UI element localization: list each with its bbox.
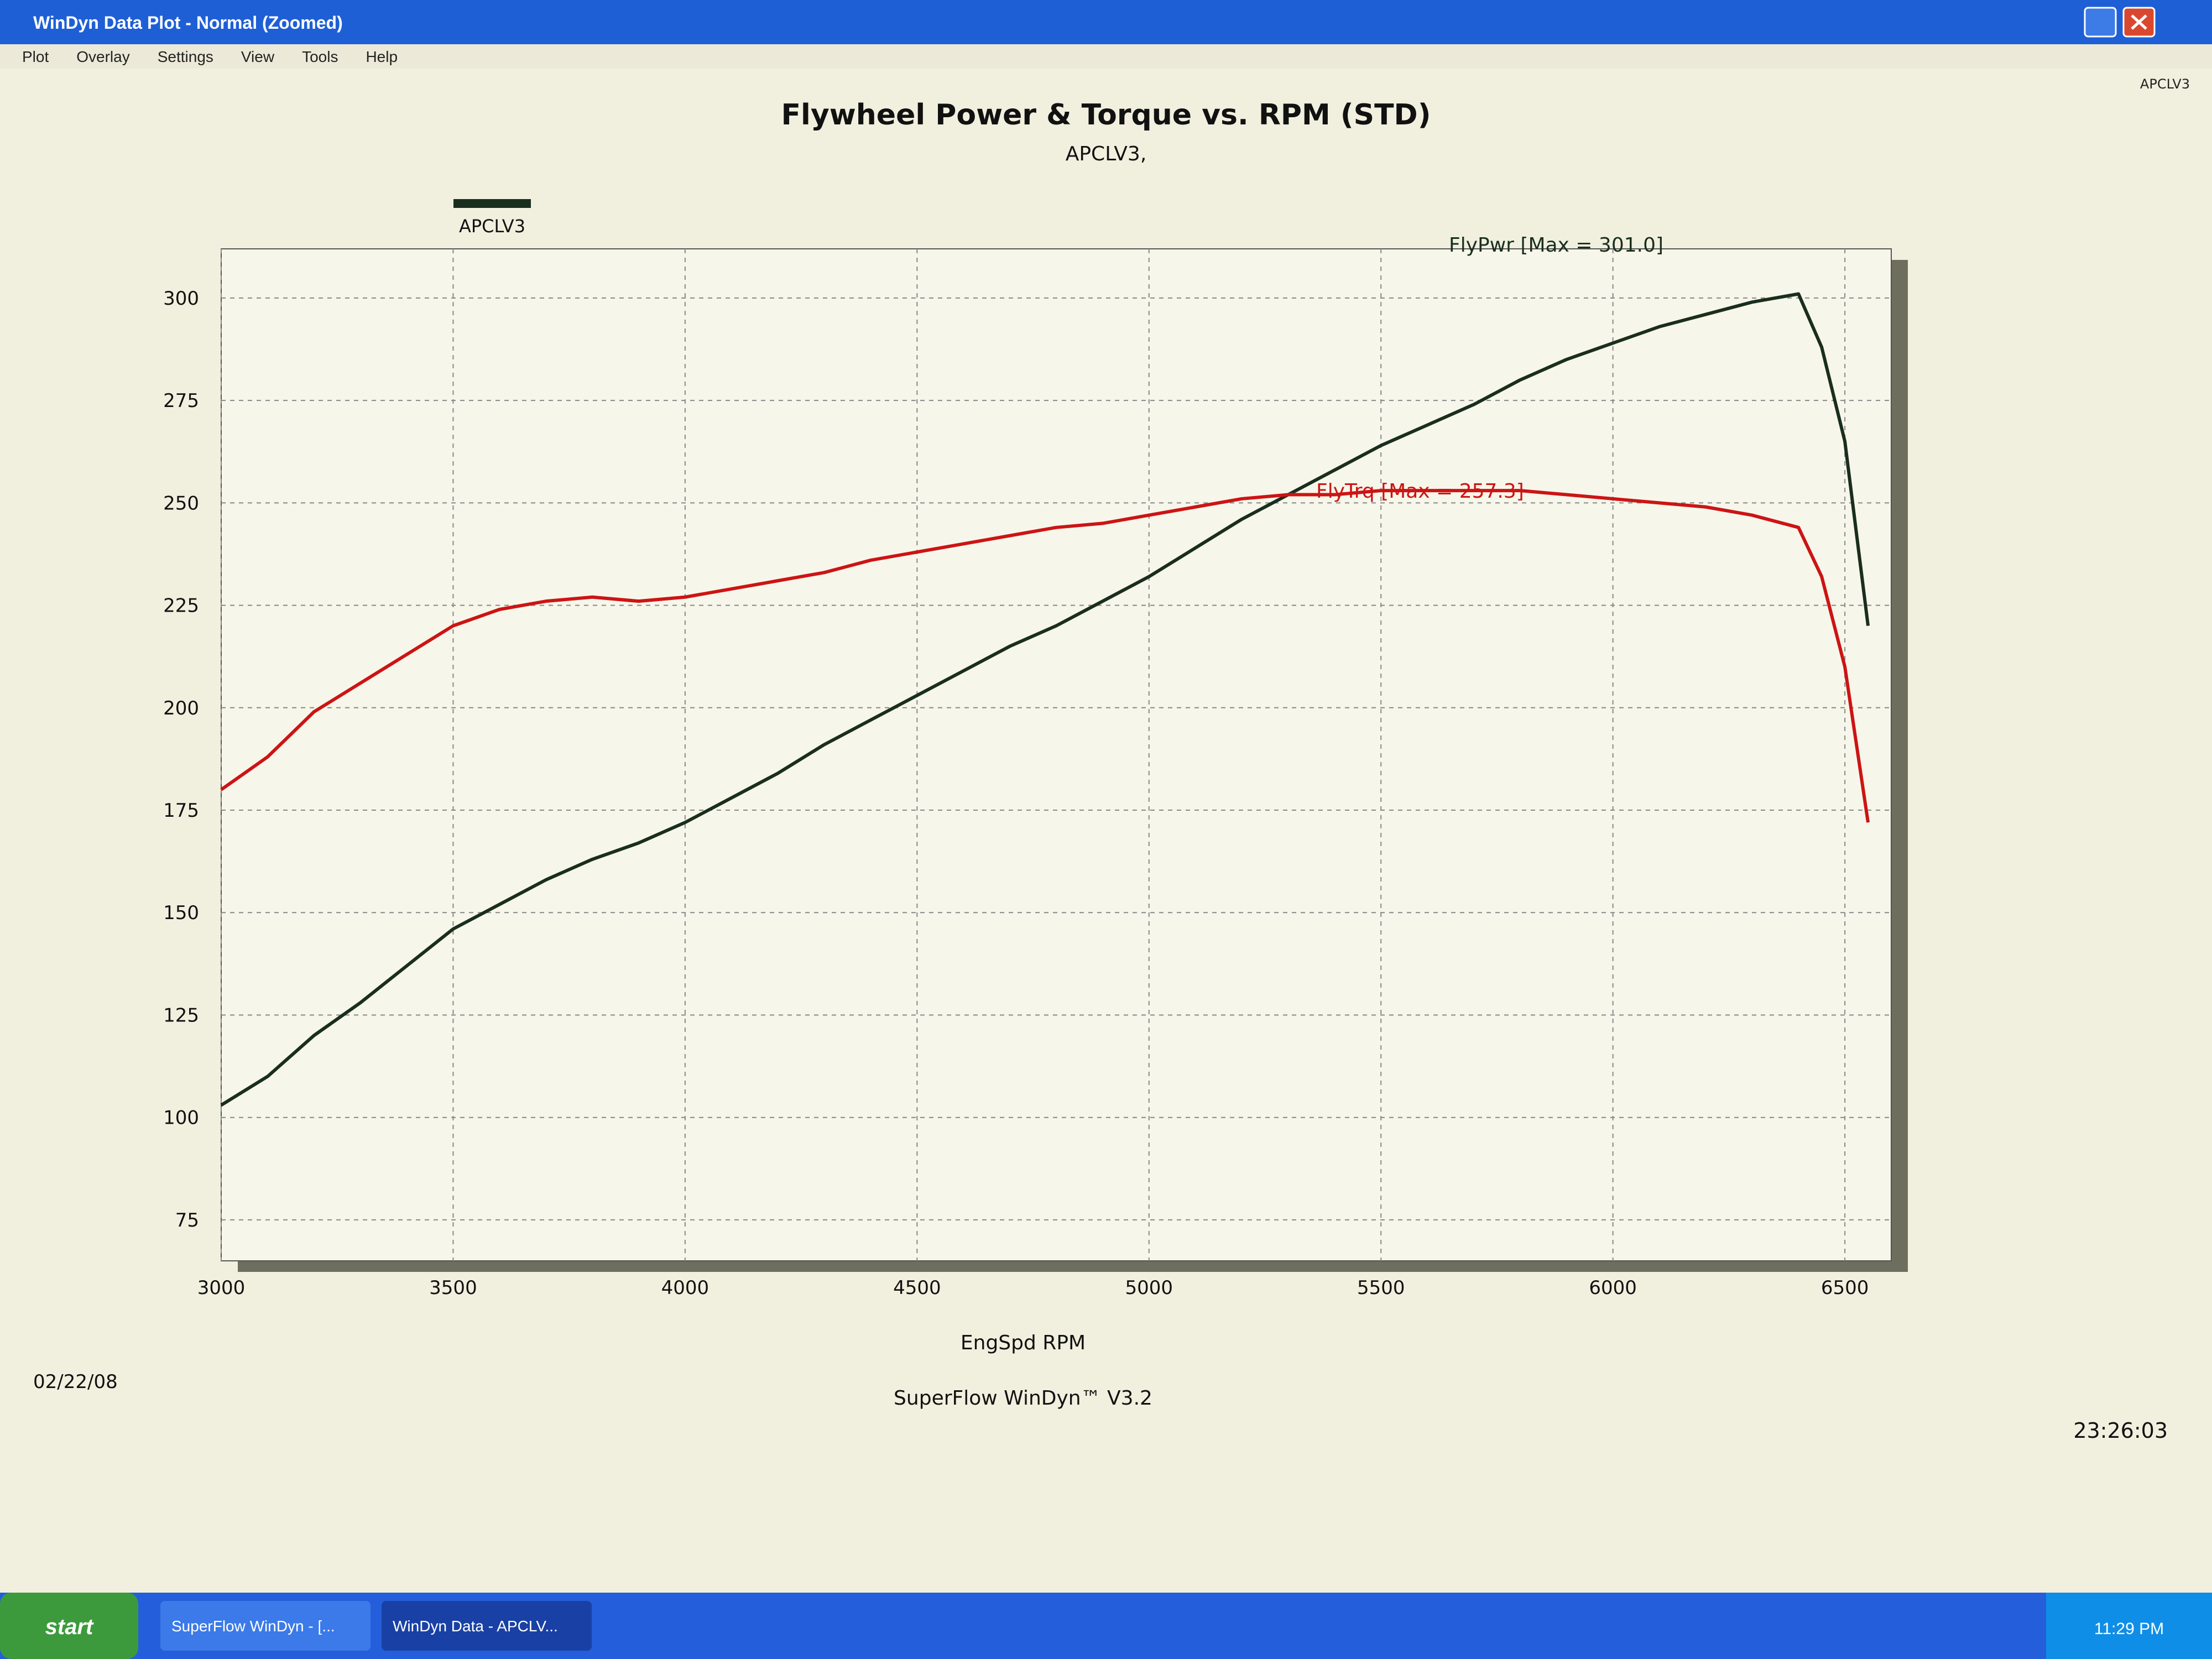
x-tick-label: 4500: [893, 1277, 941, 1299]
menu-item[interactable]: Help: [366, 48, 398, 65]
y-tick-label: 250: [163, 492, 199, 514]
y-tick-label: 150: [163, 902, 199, 924]
legend-label: APCLV3: [459, 216, 525, 237]
series-line: [220, 489, 1870, 823]
chart-subtitle: APCLV3,: [1066, 143, 1147, 165]
corner-label: APCLV3: [2140, 76, 2190, 92]
y-tick-label: 75: [175, 1209, 199, 1232]
menu-item[interactable]: Overlay: [76, 48, 129, 65]
x-tick-label: 3500: [429, 1277, 477, 1299]
menu-item[interactable]: Plot: [22, 48, 49, 65]
x-tick-label: 6000: [1589, 1277, 1637, 1299]
title-bar: [0, 0, 2212, 44]
menu-item[interactable]: View: [241, 48, 275, 65]
series-line: [220, 292, 1870, 1107]
chart-title: Flywheel Power & Torque vs. RPM (STD): [781, 98, 1431, 132]
task-label: SuperFlow WinDyn - [...: [171, 1618, 335, 1635]
start-label: start: [45, 1615, 94, 1639]
footer: SuperFlow WinDyn™ V3.2: [894, 1387, 1152, 1410]
y-tick-label: 100: [163, 1107, 199, 1129]
y-tick-label: 225: [163, 595, 199, 617]
x-tick-label: 6500: [1821, 1277, 1869, 1299]
power-annotation: FlyPwr [Max = 301.0]: [1449, 234, 1663, 257]
y-tick-label: 175: [163, 800, 199, 822]
task-button[interactable]: [160, 1601, 371, 1651]
clock: 11:29 PM: [2094, 1620, 2164, 1638]
x-tick-label: 5000: [1125, 1277, 1173, 1299]
y-tick-label: 300: [163, 288, 199, 310]
legend-swatch: [453, 199, 531, 208]
menu-bar: [0, 44, 2212, 69]
window-title: WinDyn Data Plot - Normal (Zoomed): [33, 13, 343, 33]
menu-item[interactable]: Settings: [158, 48, 213, 65]
x-axis-label: EngSpd RPM: [961, 1332, 1086, 1354]
y-tick-label: 275: [163, 390, 199, 412]
time: 23:26:03: [2073, 1418, 2168, 1443]
task-label: WinDyn Data - APCLV...: [393, 1618, 558, 1635]
y-tick-label: 125: [163, 1004, 199, 1026]
start-button[interactable]: [0, 1593, 138, 1659]
torque-annotation: FlyTrq [Max = 257.3]: [1316, 480, 1524, 503]
x-tick-label: 4000: [661, 1277, 709, 1299]
tray: [2046, 1593, 2212, 1659]
maximize-button[interactable]: [2084, 7, 2117, 38]
x-tick-label: 5500: [1357, 1277, 1405, 1299]
date: 02/22/08: [33, 1371, 118, 1393]
menu-item[interactable]: Tools: [302, 48, 338, 65]
x-tick-label: 3000: [197, 1277, 246, 1299]
close-icon: [2131, 14, 2147, 30]
task-button[interactable]: [382, 1601, 592, 1651]
y-tick-label: 200: [163, 697, 199, 719]
